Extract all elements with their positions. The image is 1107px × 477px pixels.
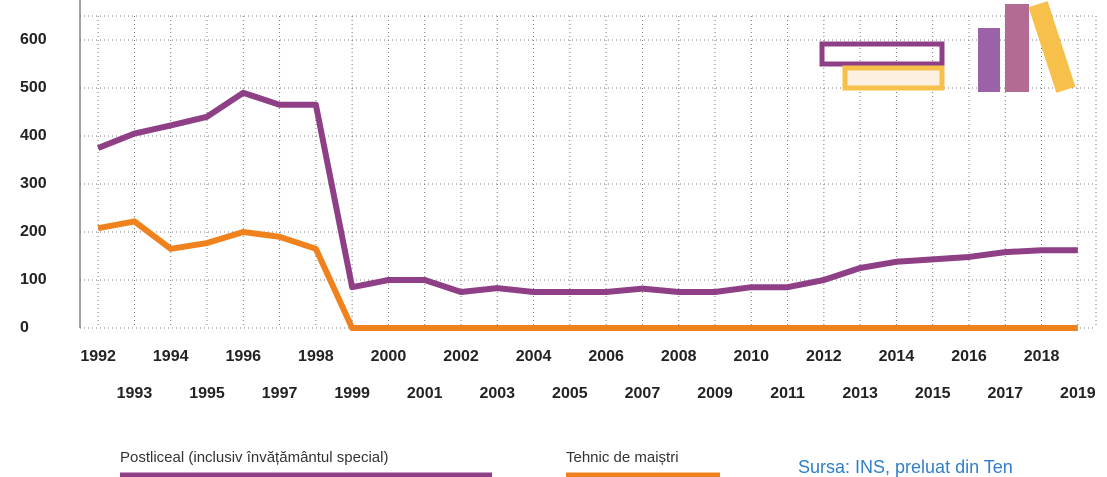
x-tick-label: 2015 — [915, 385, 951, 402]
x-tick-label: 1998 — [298, 348, 334, 365]
x-tick-label: 1997 — [262, 385, 298, 402]
y-tick-label: 400 — [20, 127, 47, 144]
legend-label: Tehnic de maiștri — [566, 449, 679, 466]
x-tick-label: 1992 — [80, 348, 116, 365]
x-tick-label: 2017 — [987, 385, 1023, 402]
legend-label: Postliceal (inclusiv învățământul specia… — [120, 449, 388, 466]
y-tick-label: 500 — [20, 79, 47, 96]
y-tick-label: 0 — [20, 319, 29, 336]
x-tick-label: 2008 — [661, 348, 697, 365]
series-line — [97, 218, 1078, 331]
x-tick-label: 1999 — [334, 385, 370, 402]
x-tick-label: 2012 — [806, 348, 842, 365]
books-icon — [819, 1, 1076, 93]
x-tick-label: 2018 — [1024, 348, 1060, 365]
x-tick-label: 2014 — [879, 348, 915, 365]
x-tick-label: 2002 — [443, 348, 479, 365]
x-tick-label: 2006 — [588, 348, 624, 365]
x-tick-label: 2000 — [371, 348, 407, 365]
x-tick-label: 2010 — [733, 348, 769, 365]
y-tick-label: 200 — [20, 223, 47, 240]
x-tick-label: 1993 — [117, 385, 153, 402]
source: Sursa: INS, preluat din Ten — [798, 457, 1013, 477]
x-tick-label: 1995 — [189, 385, 225, 402]
x-tick-label: 2016 — [951, 348, 987, 365]
x-tick-label: 1994 — [153, 348, 189, 365]
x-tick-label: 2005 — [552, 385, 588, 402]
x-tick-label: 2001 — [407, 385, 443, 402]
x-tick-label: 2009 — [697, 385, 733, 402]
x-tick-label: 2003 — [479, 385, 515, 402]
y-tick-label: 100 — [20, 271, 47, 288]
y-tick-label: 300 — [20, 175, 47, 192]
x-tick-label: 1996 — [225, 348, 261, 365]
x-tick-label: 2004 — [516, 348, 552, 365]
x-tick-label: 2019 — [1060, 385, 1096, 402]
x-tick-label: 2013 — [842, 385, 878, 402]
y-tick-label: 600 — [20, 31, 47, 48]
x-tick-label: 2007 — [625, 385, 661, 402]
x-tick-label: 2011 — [770, 385, 805, 402]
series-line — [97, 89, 1078, 295]
